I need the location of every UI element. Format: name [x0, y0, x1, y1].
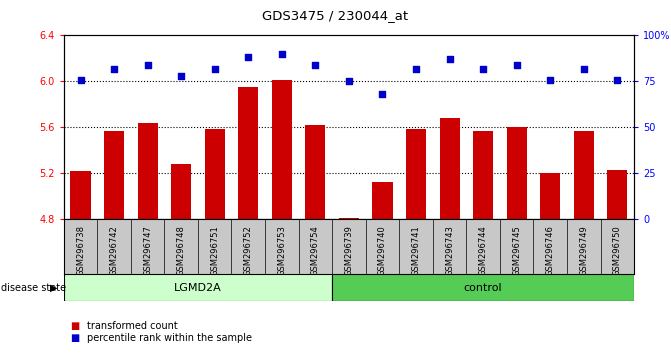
Point [411, 66, 421, 72]
Text: ■: ■ [70, 333, 80, 343]
Text: disease state: disease state [1, 282, 66, 293]
Bar [406, 129, 426, 219]
Bar [138, 123, 158, 219]
Bar [70, 171, 91, 219]
Bar [205, 129, 225, 219]
Point [612, 77, 623, 82]
Text: ■: ■ [70, 321, 80, 331]
Bar [473, 131, 493, 219]
Text: percentile rank within the sample: percentile rank within the sample [87, 333, 252, 343]
Point [310, 62, 321, 68]
Bar [574, 131, 594, 219]
Bar [507, 127, 527, 219]
Point [478, 66, 488, 72]
Bar [64, 274, 332, 301]
Point [142, 62, 153, 68]
Bar [238, 87, 258, 219]
Bar [171, 164, 191, 219]
Bar [607, 170, 627, 219]
Point [511, 62, 522, 68]
Bar [305, 125, 325, 219]
Bar [540, 173, 560, 219]
Text: GDS3475 / 230044_at: GDS3475 / 230044_at [262, 9, 409, 22]
Bar [272, 80, 292, 219]
Bar [372, 182, 393, 219]
Bar [332, 274, 634, 301]
Point [344, 79, 354, 84]
Text: control: control [464, 282, 503, 293]
Bar [104, 131, 124, 219]
Point [75, 77, 86, 82]
Point [209, 66, 220, 72]
Point [109, 66, 119, 72]
Bar [440, 118, 460, 219]
Text: ▶: ▶ [50, 282, 57, 293]
Point [545, 77, 556, 82]
Point [444, 57, 455, 62]
Point [377, 91, 388, 97]
Point [243, 55, 254, 60]
Text: transformed count: transformed count [87, 321, 178, 331]
Point [578, 66, 589, 72]
Point [276, 51, 287, 57]
Text: LGMD2A: LGMD2A [174, 282, 222, 293]
Point [176, 73, 187, 79]
Bar [339, 218, 359, 219]
